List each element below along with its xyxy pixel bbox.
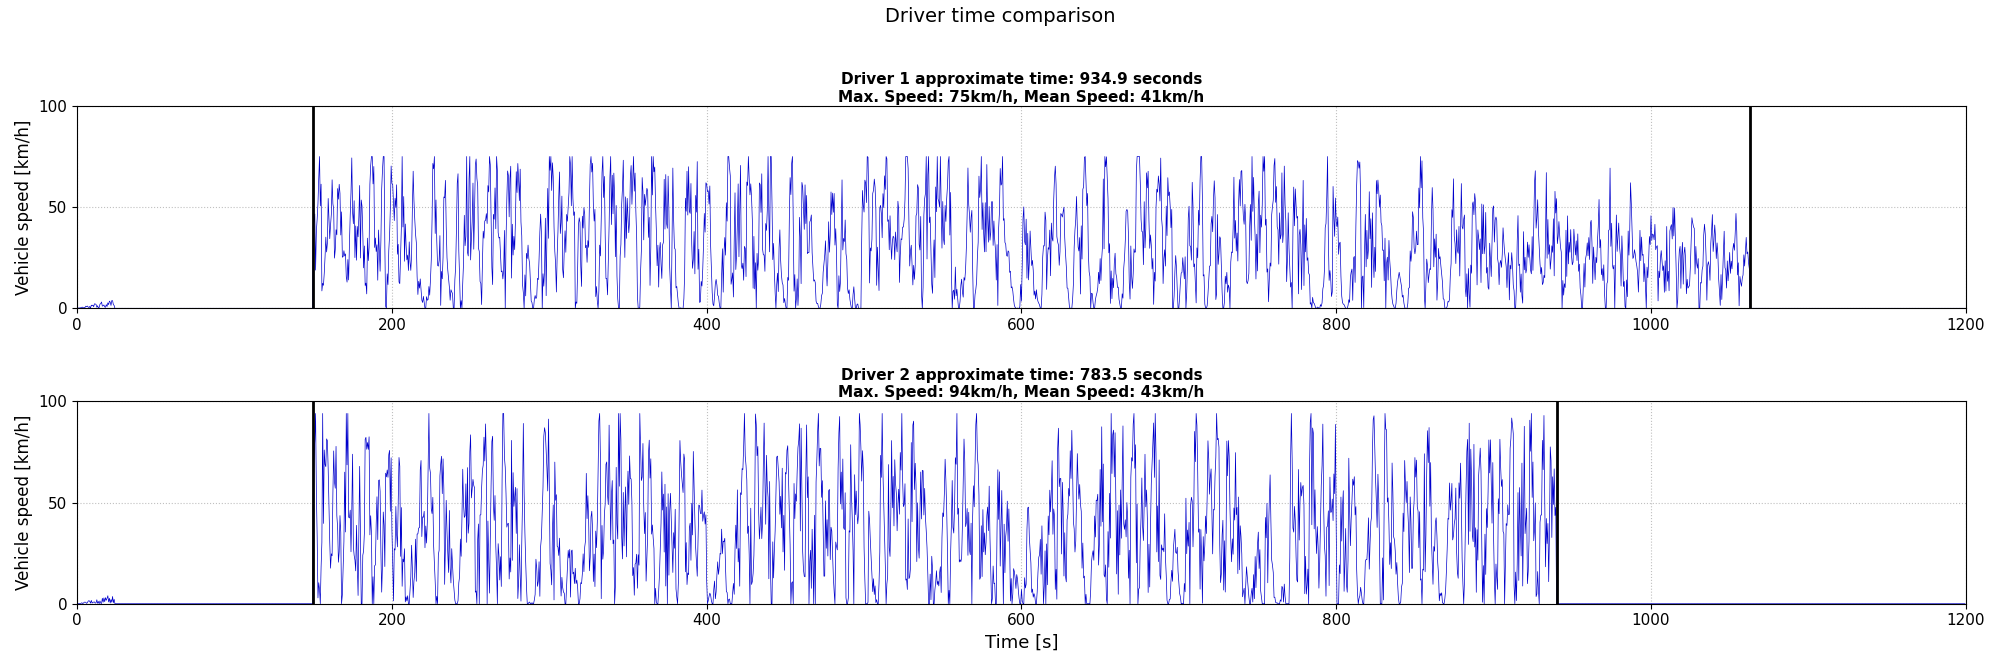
Text: Driver time comparison: Driver time comparison xyxy=(884,7,1116,25)
X-axis label: Time [s]: Time [s] xyxy=(984,634,1058,652)
Title: Driver 1 approximate time: 934.9 seconds
Max. Speed: 75km/h, Mean Speed: 41km/h: Driver 1 approximate time: 934.9 seconds… xyxy=(838,72,1204,105)
Y-axis label: Vehicle speed [km/h]: Vehicle speed [km/h] xyxy=(14,415,32,590)
Y-axis label: Vehicle speed [km/h]: Vehicle speed [km/h] xyxy=(14,119,32,295)
Title: Driver 2 approximate time: 783.5 seconds
Max. Speed: 94km/h, Mean Speed: 43km/h: Driver 2 approximate time: 783.5 seconds… xyxy=(838,368,1204,400)
